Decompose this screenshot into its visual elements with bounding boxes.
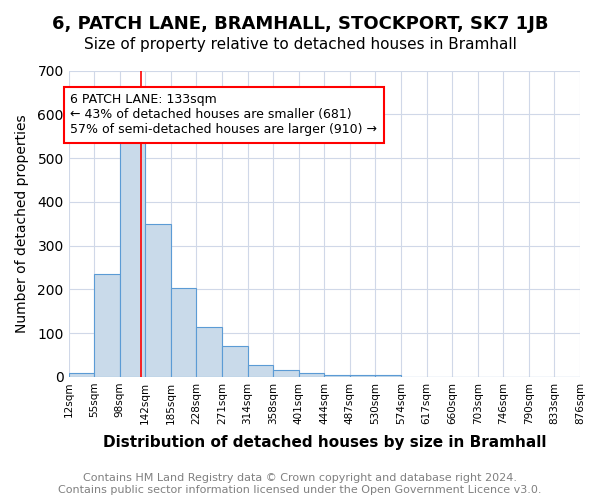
Bar [350,374,376,377]
Bar [248,365,273,377]
Text: Contains HM Land Registry data © Crown copyright and database right 2024.
Contai: Contains HM Land Registry data © Crown c… [58,474,542,495]
X-axis label: Distribution of detached houses by size in Bramhall: Distribution of detached houses by size … [103,435,546,450]
Y-axis label: Number of detached properties: Number of detached properties [15,114,29,333]
Text: 6, PATCH LANE, BRAMHALL, STOCKPORT, SK7 1JB: 6, PATCH LANE, BRAMHALL, STOCKPORT, SK7 … [52,15,548,33]
Bar [68,374,94,377]
Bar [376,375,401,377]
Bar [196,328,222,377]
Bar [273,370,299,377]
Bar [171,288,196,377]
Bar [299,373,324,377]
Bar [324,374,350,377]
Bar [222,346,248,377]
Text: Size of property relative to detached houses in Bramhall: Size of property relative to detached ho… [83,38,517,52]
Bar [94,274,120,377]
Bar [145,224,171,377]
Text: 6 PATCH LANE: 133sqm
← 43% of detached houses are smaller (681)
57% of semi-deta: 6 PATCH LANE: 133sqm ← 43% of detached h… [70,94,377,136]
Bar [120,125,145,377]
